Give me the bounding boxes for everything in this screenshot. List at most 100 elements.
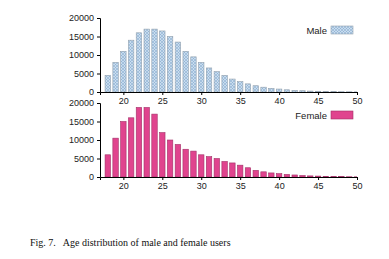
x-tick-label: 40 — [275, 181, 285, 191]
bar — [175, 144, 180, 177]
x-tick-mark — [318, 177, 319, 180]
y-tick-label: 15000 — [69, 117, 94, 127]
x-tick-mark — [279, 92, 280, 95]
bar — [292, 90, 297, 92]
x-tick-mark — [123, 92, 124, 95]
y-tick-mark — [97, 74, 100, 75]
x-tick: 45 — [314, 177, 324, 191]
x-tick-label: 25 — [158, 96, 168, 106]
x-tick-label: 30 — [197, 181, 207, 191]
x-axis: 20 25 30 35 40 45 50 — [101, 177, 363, 191]
y-tick-label: 0 — [89, 172, 94, 182]
x-tick-label: 40 — [275, 96, 285, 106]
bar — [323, 91, 328, 92]
bar — [346, 176, 351, 177]
bar — [269, 173, 274, 177]
x-tick-mark — [201, 92, 202, 95]
y-tick-label: 10000 — [69, 50, 94, 60]
y-tick-mark — [97, 103, 100, 104]
bar — [144, 29, 149, 92]
bar — [136, 33, 141, 92]
bar — [261, 172, 266, 177]
bar — [300, 91, 305, 92]
x-tick-label: 50 — [352, 96, 362, 106]
x-tick-mark — [279, 177, 280, 180]
chart: 0500010000150002000020253035404550Male — [69, 13, 363, 106]
bar — [191, 151, 196, 177]
bar — [214, 159, 219, 178]
y-tick: 20000 — [69, 13, 100, 23]
bar — [308, 91, 313, 92]
x-tick-mark — [357, 92, 358, 95]
y-axis: 0 5000 10000 15000 20000 — [69, 13, 101, 97]
bar — [160, 133, 165, 177]
y-tick-label: 5000 — [74, 154, 94, 164]
bar — [331, 91, 336, 92]
x-tick-label: 35 — [236, 96, 246, 106]
x-tick-label: 20 — [119, 181, 129, 191]
bar — [113, 138, 118, 177]
y-tick-mark — [97, 37, 100, 38]
bar — [136, 107, 141, 177]
bar — [105, 75, 110, 92]
bar — [230, 163, 235, 177]
x-tick-label: 35 — [236, 181, 246, 191]
y-tick-mark — [97, 92, 100, 93]
y-tick-label: 5000 — [74, 69, 94, 79]
x-tick: 25 — [158, 177, 168, 191]
y-tick: 5000 — [74, 69, 100, 79]
legend-swatch — [331, 111, 353, 119]
y-tick: 0 — [89, 172, 100, 182]
x-axis-line — [101, 178, 358, 181]
x-axis: 20253035404550 — [101, 92, 363, 106]
x-tick-mark — [240, 177, 241, 180]
y-tick: 0 — [89, 87, 100, 97]
x-tick-mark — [318, 92, 319, 95]
y-tick: 15000 — [69, 117, 100, 127]
x-tick-mark — [123, 177, 124, 180]
legend: Female — [295, 110, 353, 121]
x-tick-mark — [201, 177, 202, 180]
x-tick-mark — [240, 92, 241, 95]
x-tick-label: 50 — [352, 181, 362, 191]
bar — [339, 176, 344, 177]
y-tick-label: 15000 — [69, 32, 94, 42]
bar — [152, 29, 157, 92]
bar — [222, 75, 227, 92]
bar — [183, 149, 188, 177]
bar — [206, 157, 211, 177]
bar — [300, 176, 305, 177]
bar — [269, 88, 274, 92]
x-tick: 40 — [275, 92, 285, 106]
bar — [206, 68, 211, 92]
x-tick: 50 — [352, 92, 362, 106]
bar — [199, 155, 204, 177]
chart: 0 5000 10000 15000 20000 20 25 30 35 40 45 50 Female — [69, 98, 363, 191]
bar — [308, 176, 313, 177]
bar — [128, 40, 133, 92]
bar — [144, 107, 149, 177]
y-tick: 20000 — [69, 98, 100, 108]
bar — [191, 57, 196, 92]
y-tick: 15000 — [69, 32, 100, 42]
bar — [128, 118, 133, 177]
bar — [222, 161, 227, 177]
legend: Male — [306, 25, 353, 36]
x-tick: 25 — [158, 92, 168, 106]
x-tick-label: 25 — [158, 181, 168, 191]
y-tick-mark — [97, 55, 100, 56]
y-tick-label: 10000 — [69, 135, 94, 145]
y-tick: 10000 — [69, 135, 100, 145]
bar — [152, 114, 157, 177]
x-tick-label: 45 — [314, 181, 324, 191]
x-tick: 30 — [197, 92, 207, 106]
y-tick-label: 0 — [89, 87, 94, 97]
bar — [105, 155, 110, 177]
bar — [354, 176, 357, 177]
bar — [261, 87, 266, 92]
y-tick-mark — [97, 122, 100, 123]
bar — [167, 37, 172, 93]
x-tick: 30 — [197, 177, 207, 191]
y-axis-line — [97, 19, 101, 93]
y-tick-mark — [97, 18, 100, 19]
